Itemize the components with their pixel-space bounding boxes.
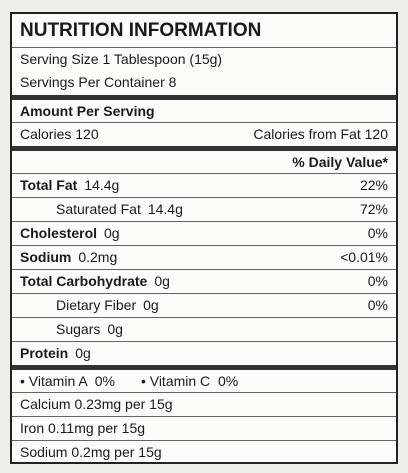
daily-value: 0% bbox=[367, 225, 388, 241]
amount-row: Amount Per Serving bbox=[12, 95, 396, 122]
nutrient-row: Cholesterol 0g 0% bbox=[12, 221, 396, 245]
nutrient-row: Total Fat 14.4g 22% bbox=[12, 173, 396, 197]
mineral: Calcium 0.23mg per 15g bbox=[20, 396, 173, 412]
nutrient-amount: 14.4g bbox=[84, 177, 120, 193]
nutrient-cell: Total Carbohydrate 0g bbox=[20, 270, 170, 293]
serving-row: Serving Size 1 Tablespoon (15g) bbox=[12, 47, 396, 71]
nutrient-cell: Sodium 0.2mg bbox=[20, 246, 117, 269]
nutrient-row: Sugars 0g bbox=[12, 317, 396, 341]
daily-value: 72% bbox=[359, 201, 388, 217]
nutrient-row: Sodium 0.2mg <0.01% bbox=[12, 245, 396, 269]
label-title: NUTRITION INFORMATION bbox=[20, 20, 262, 41]
mineral: Iron 0.11mg per 15g bbox=[20, 420, 146, 436]
nutrient-name: Total Carbohydrate bbox=[20, 273, 148, 289]
dv-header-row: % Daily Value* bbox=[12, 146, 396, 173]
nutrient-name: Cholesterol bbox=[20, 225, 98, 241]
nutrient-name: Total Fat bbox=[20, 177, 78, 193]
nutrient-amount: 0.2mg bbox=[78, 249, 118, 265]
daily-value-header: % Daily Value* bbox=[292, 154, 388, 170]
vitamin: Vitamin A 0% bbox=[28, 373, 115, 389]
mineral: Sodium 0.2mg per 15g bbox=[20, 444, 162, 460]
vitamin-item: • Vitamin C 0% bbox=[141, 370, 238, 392]
nutrient-row: Dietary Fiber 0g 0% bbox=[12, 293, 396, 317]
daily-value: <0.01% bbox=[340, 249, 388, 265]
nutrient-cell: Cholesterol 0g bbox=[20, 222, 120, 245]
daily-value: 0% bbox=[367, 273, 388, 289]
mineral-list: Calcium 0.23mg per 15g Iron 0.11mg per 15… bbox=[12, 392, 396, 462]
nutrition-label: NUTRITION INFORMATION Serving Size 1 Tab… bbox=[10, 12, 398, 464]
nutrient-amount: 0g bbox=[107, 321, 123, 337]
servings-per-container: Servings Per Container 8 bbox=[20, 74, 177, 90]
mineral-row: Iron 0.11mg per 15g bbox=[12, 416, 396, 440]
mineral-row: Calcium 0.23mg per 15g bbox=[12, 392, 396, 416]
nutrient-row: Total Carbohydrate 0g 0% bbox=[12, 269, 396, 293]
nutrient-row: Protein 0g bbox=[12, 341, 396, 365]
nutrient-cell: Saturated Fat 14.4g bbox=[34, 198, 183, 221]
nutrient-cell: Sugars 0g bbox=[34, 318, 123, 341]
vitamin: Vitamin C 0% bbox=[149, 373, 239, 389]
nutrient-name: Sodium bbox=[20, 249, 72, 265]
calories: Calories 120 bbox=[20, 126, 99, 142]
nutrient-amount: 0g bbox=[75, 345, 91, 361]
nutrient-amount: 0g bbox=[154, 273, 170, 289]
serving-size: Serving Size 1 Tablespoon (15g) bbox=[20, 51, 223, 67]
nutrient-amount: 14.4g bbox=[147, 201, 183, 217]
bullet: • bbox=[140, 373, 150, 389]
bullet: • bbox=[20, 373, 29, 389]
nutrient-name: Sugars bbox=[56, 321, 101, 337]
nutrient-amount: 0g bbox=[143, 297, 159, 313]
nutrient-name: Saturated Fat bbox=[56, 201, 141, 217]
servings-row: Servings Per Container 8 bbox=[12, 71, 396, 95]
calories-row: Calories 120 Calories from Fat 120 bbox=[12, 122, 396, 146]
nutrient-name: Protein bbox=[20, 345, 69, 361]
daily-value: 0% bbox=[367, 297, 388, 313]
nutrient-name: Dietary Fiber bbox=[56, 297, 137, 313]
nutrient-cell: Dietary Fiber 0g bbox=[34, 294, 159, 317]
amount-per-serving: Amount Per Serving bbox=[20, 103, 155, 119]
vitamin-item: • Vitamin A 0% bbox=[20, 370, 115, 392]
vitamin-row: • Vitamin A 0% • Vitamin C 0% bbox=[12, 365, 396, 392]
nutrient-row: Saturated Fat 14.4g 72% bbox=[12, 197, 396, 221]
nutrient-list: Total Fat 14.4g 22% Saturated Fat 14.4g 72% Ch… bbox=[12, 173, 396, 365]
mineral-row: Sodium 0.2mg per 15g bbox=[12, 440, 396, 462]
calories-from-fat: Calories from Fat 120 bbox=[253, 126, 388, 142]
nutrient-cell: Total Fat 14.4g bbox=[20, 174, 119, 197]
nutrient-amount: 0g bbox=[104, 225, 120, 241]
nutrient-cell: Protein 0g bbox=[20, 342, 91, 365]
daily-value: 22% bbox=[359, 177, 388, 193]
